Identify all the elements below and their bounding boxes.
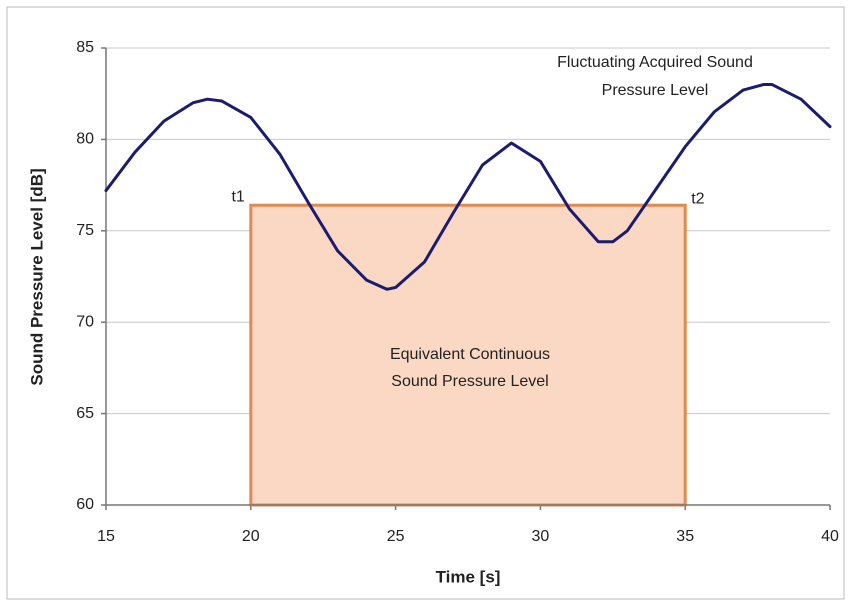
x-tick-label: 20: [242, 528, 260, 545]
equivalent-annotation: Equivalent Continuous: [390, 346, 550, 363]
t2-label: t2: [691, 190, 704, 207]
y-tick-label: 80: [76, 131, 94, 148]
y-axis-title: Sound Pressure Level [dB]: [27, 168, 46, 385]
equivalent-annotation: Sound Pressure Level: [391, 373, 548, 390]
x-tick-label: 15: [97, 528, 115, 545]
t1-label: t1: [231, 188, 244, 205]
x-axis-title: Time [s]: [436, 567, 501, 586]
x-tick-label: 35: [676, 528, 694, 545]
curve-annotation: Pressure Level: [602, 82, 709, 99]
y-tick-label: 70: [76, 313, 94, 330]
equivalent-level: [249, 203, 687, 507]
x-tick-label: 40: [821, 528, 839, 545]
y-tick-label: 75: [76, 222, 94, 239]
x-tick-label: 25: [387, 528, 405, 545]
y-tick-label: 65: [76, 405, 94, 422]
y-tick-label: 60: [76, 496, 94, 513]
curve-annotation: Fluctuating Acquired Sound: [557, 54, 753, 71]
line: [104, 83, 832, 291]
x-tick-label: 30: [532, 528, 550, 545]
y-tick-label: 85: [76, 39, 94, 56]
